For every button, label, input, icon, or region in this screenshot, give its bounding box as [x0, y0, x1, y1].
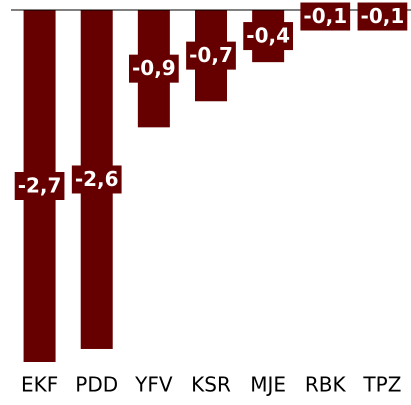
value-label-box [300, 2, 351, 31]
x-tick-label: RBK [305, 373, 347, 397]
value-label-box [14, 172, 65, 200]
value-label-box [243, 22, 294, 51]
value-label-box [357, 2, 408, 31]
value-label-box [71, 165, 122, 194]
x-tick-label: EKF [21, 373, 58, 397]
value-label: -0,1 [303, 4, 347, 28]
value-label: -0,4 [246, 24, 290, 48]
value-label: -0,9 [132, 56, 176, 80]
value-label-box [128, 54, 179, 83]
value-label: -0,7 [189, 43, 233, 67]
x-tick-label: MJE [250, 373, 286, 397]
x-tick-label: PDD [75, 373, 118, 397]
value-label: -2,6 [75, 167, 119, 191]
x-tick-label: YFV [134, 373, 173, 397]
x-tick-label: KSR [191, 373, 231, 397]
value-label-box [186, 41, 236, 70]
x-tick-label: TPZ [362, 373, 401, 397]
value-label: -2,7 [18, 174, 62, 198]
value-label: -0,1 [361, 4, 405, 28]
